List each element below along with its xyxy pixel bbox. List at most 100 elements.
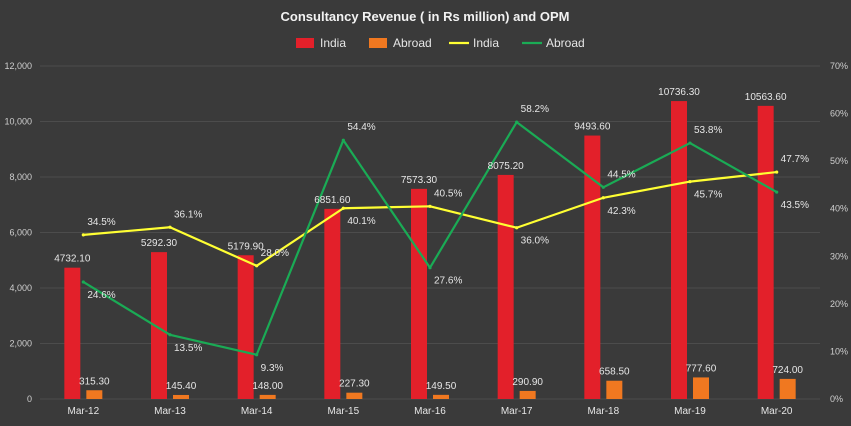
bar-data-label: 7573.30 bbox=[401, 175, 438, 186]
legend-label: India bbox=[320, 36, 346, 50]
bar-india-mar-12 bbox=[64, 267, 81, 399]
line-point bbox=[428, 266, 432, 270]
right-axis-tick: 20% bbox=[830, 299, 848, 309]
bar-data-label: 148.00 bbox=[252, 381, 283, 392]
bar-abroad-mar-18 bbox=[606, 380, 623, 399]
x-axis-tick: Mar-13 bbox=[154, 406, 186, 417]
line-point bbox=[255, 353, 259, 357]
right-axis-tick: 70% bbox=[830, 61, 848, 71]
line-data-label: 9.3% bbox=[261, 363, 284, 374]
bar-india-mar-14 bbox=[237, 255, 254, 399]
right-axis-tick: 50% bbox=[830, 156, 848, 166]
bar-india-mar-16 bbox=[411, 188, 427, 399]
bar-data-label: 5179.90 bbox=[228, 241, 265, 252]
left-axis-tick: 2,000 bbox=[9, 339, 32, 349]
bar-abroad-mar-15 bbox=[346, 392, 363, 399]
line-data-label: 13.5% bbox=[174, 343, 202, 354]
x-axis-tick: Mar-20 bbox=[761, 406, 793, 417]
bar-abroad-mar-12 bbox=[86, 390, 103, 399]
bar-data-label: 658.50 bbox=[599, 367, 630, 378]
chart-title: Consultancy Revenue ( in Rs million) and… bbox=[281, 9, 570, 24]
bar-abroad-mar-20 bbox=[779, 378, 796, 399]
bar-data-label: 6851.60 bbox=[314, 195, 351, 206]
line-data-label: 42.3% bbox=[607, 206, 635, 217]
line-data-label: 54.4% bbox=[347, 122, 375, 133]
bar-abroad-mar-17 bbox=[519, 390, 536, 399]
bar-data-label: 315.30 bbox=[79, 376, 110, 387]
bar-abroad-mar-14 bbox=[259, 394, 276, 399]
line-point bbox=[341, 138, 345, 142]
bar-data-label: 145.40 bbox=[166, 381, 197, 392]
line-point bbox=[168, 333, 172, 337]
right-axis-tick: 40% bbox=[830, 204, 848, 214]
right-axis-tick: 10% bbox=[830, 346, 848, 356]
bar-data-label: 5292.30 bbox=[141, 238, 178, 249]
bar-data-label: 290.90 bbox=[512, 377, 543, 388]
left-axis-tick: 0 bbox=[27, 394, 32, 404]
line-data-label: 36.0% bbox=[521, 236, 549, 247]
left-axis-tick: 6,000 bbox=[9, 228, 32, 238]
line-point bbox=[428, 204, 432, 208]
bar-abroad-mar-16 bbox=[433, 394, 449, 399]
line-point bbox=[81, 280, 85, 284]
bar-abroad-mar-19 bbox=[693, 377, 709, 399]
line-point bbox=[515, 120, 519, 124]
x-axis-tick: Mar-15 bbox=[327, 406, 359, 417]
line-data-label: 58.2% bbox=[521, 104, 549, 115]
bar-data-label: 149.50 bbox=[426, 381, 457, 392]
bar-data-label: 8075.20 bbox=[488, 161, 525, 172]
bar-abroad-mar-13 bbox=[173, 394, 189, 399]
line-point bbox=[255, 264, 259, 268]
line-point bbox=[601, 196, 605, 200]
line-point bbox=[601, 185, 605, 189]
left-axis-tick: 10,000 bbox=[4, 117, 32, 127]
line-point bbox=[515, 226, 519, 230]
line-data-label: 36.1% bbox=[174, 209, 202, 220]
right-axis-tick: 60% bbox=[830, 109, 848, 119]
legend-label: Abroad bbox=[393, 36, 432, 50]
line-data-label: 43.5% bbox=[781, 200, 809, 211]
legend-swatch-bar bbox=[369, 38, 387, 48]
line-point bbox=[775, 170, 779, 174]
line-data-label: 28.0% bbox=[261, 248, 289, 259]
line-point bbox=[341, 206, 345, 210]
line-data-label: 45.7% bbox=[694, 190, 722, 201]
bar-data-label: 10563.60 bbox=[745, 92, 787, 103]
line-data-label: 47.7% bbox=[781, 154, 809, 165]
line-data-label: 27.6% bbox=[434, 276, 462, 287]
line-data-label: 34.5% bbox=[87, 217, 115, 228]
bar-data-label: 777.60 bbox=[686, 363, 717, 374]
bar-india-mar-13 bbox=[151, 252, 167, 399]
bar-india-mar-19 bbox=[671, 101, 687, 399]
right-axis-tick: 0% bbox=[830, 394, 843, 404]
x-axis-tick: Mar-19 bbox=[674, 406, 706, 417]
x-axis-tick: Mar-12 bbox=[67, 406, 99, 417]
bar-data-label: 10736.30 bbox=[658, 87, 700, 98]
line-data-label: 24.6% bbox=[87, 290, 115, 301]
line-data-label: 40.5% bbox=[434, 188, 462, 199]
x-axis-tick: Mar-17 bbox=[501, 406, 533, 417]
bar-data-label: 724.00 bbox=[772, 365, 803, 376]
bar-data-label: 9493.60 bbox=[574, 122, 611, 133]
legend-label: Abroad bbox=[546, 36, 585, 50]
line-point bbox=[688, 141, 692, 145]
legend-swatch-bar bbox=[296, 38, 314, 48]
line-point bbox=[688, 179, 692, 184]
bar-india-mar-20 bbox=[757, 105, 774, 399]
x-axis-tick: Mar-14 bbox=[241, 406, 273, 417]
legend-label: India bbox=[473, 36, 499, 50]
bar-data-label: 227.30 bbox=[339, 379, 370, 390]
left-axis-tick: 8,000 bbox=[9, 172, 32, 182]
line-data-label: 53.8% bbox=[694, 125, 722, 136]
x-axis-tick: Mar-16 bbox=[414, 406, 446, 417]
bar-data-label: 4732.10 bbox=[54, 254, 91, 265]
right-axis-tick: 30% bbox=[830, 251, 848, 261]
left-axis-tick: 12,000 bbox=[4, 61, 32, 71]
line-point bbox=[168, 225, 172, 229]
left-axis-tick: 4,000 bbox=[9, 283, 32, 293]
x-axis-tick: Mar-18 bbox=[587, 406, 619, 417]
line-data-label: 40.1% bbox=[347, 216, 375, 227]
line-point bbox=[775, 190, 779, 194]
